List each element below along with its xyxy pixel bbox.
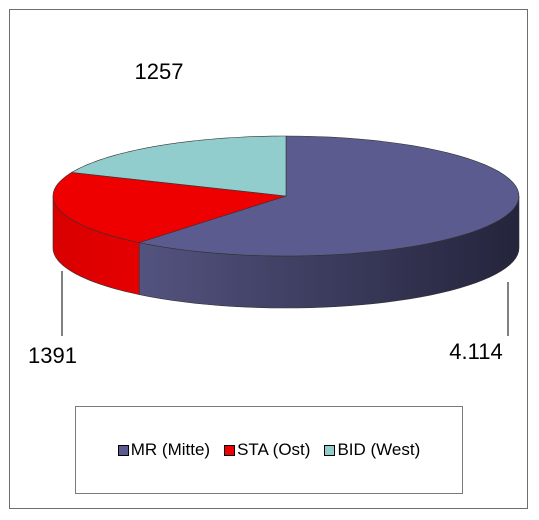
legend-swatch-mr <box>117 444 129 456</box>
data-label-mr: 4.114 <box>449 339 502 364</box>
legend-item-sta: STA (Ost) <box>224 440 310 460</box>
chart-legend: MR (Mitte) STA (Ost) BID (West) <box>75 406 463 494</box>
legend-swatch-sta <box>224 444 236 456</box>
pie-slice-bid <box>70 135 287 197</box>
data-label-bid: 1257 <box>135 59 184 84</box>
legend-item-bid: BID (West) <box>324 440 420 460</box>
pie-slice-sta <box>52 172 287 243</box>
pie-slice-mr <box>139 135 520 257</box>
data-label-sta: 1391 <box>28 343 77 368</box>
legend-swatch-bid <box>324 444 336 456</box>
legend-label-bid: BID (West) <box>337 440 421 459</box>
legend-item-mr: MR (Mitte) <box>117 440 211 460</box>
legend-label-mr: MR (Mitte) <box>130 440 211 459</box>
legend-label-sta: STA (Ost) <box>237 440 311 459</box>
